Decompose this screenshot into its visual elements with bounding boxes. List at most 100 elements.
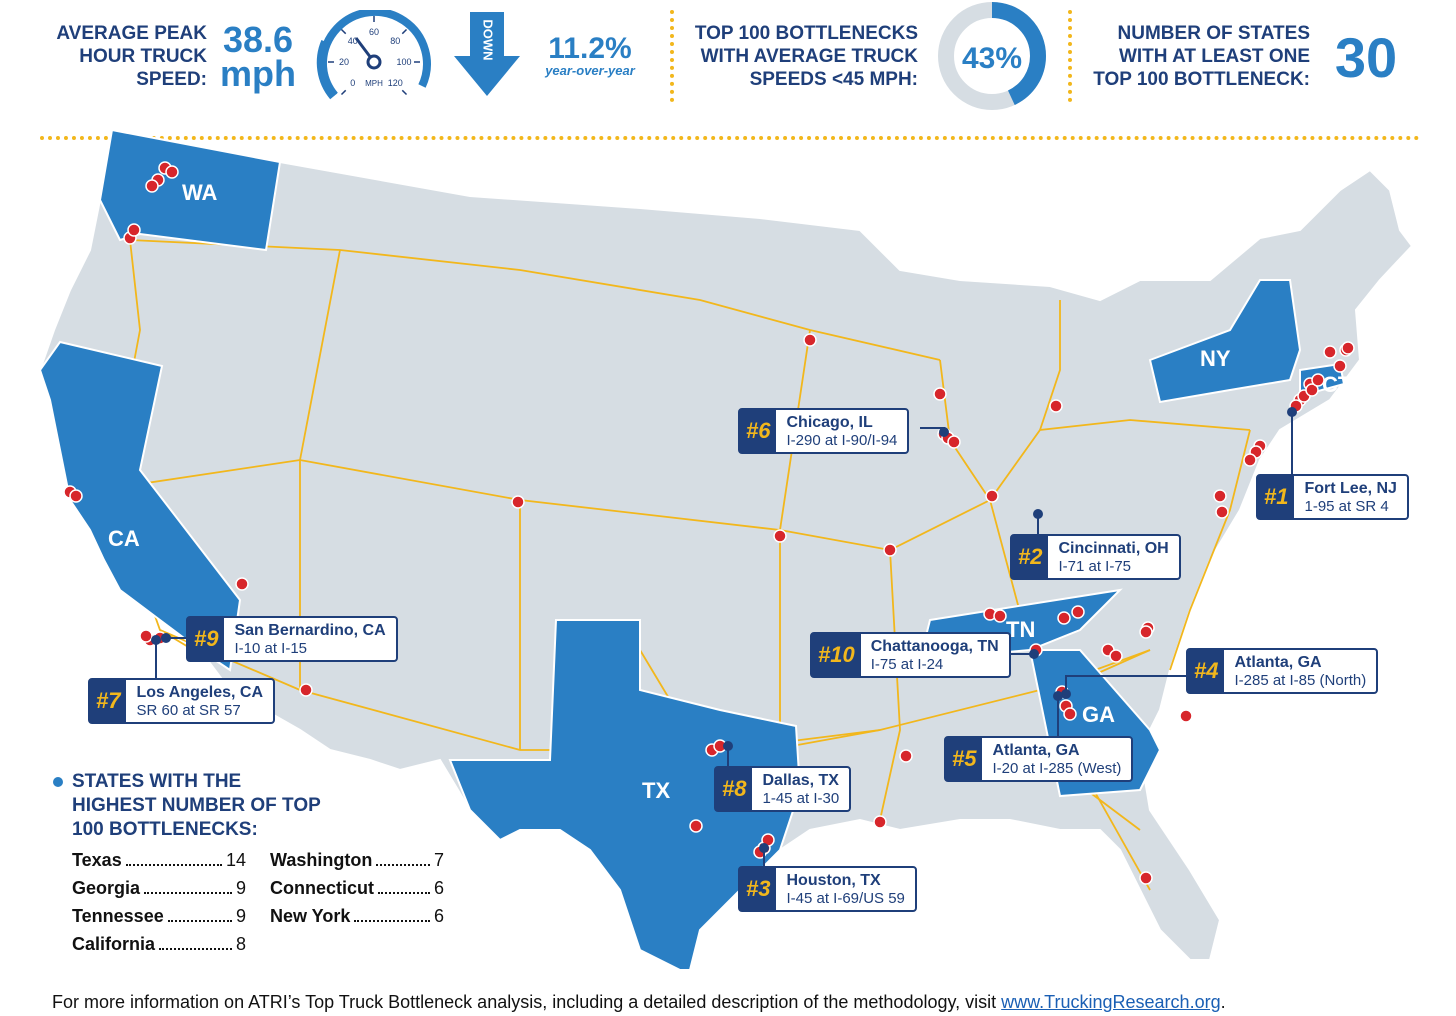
callout-city: Cincinnati, OH bbox=[1058, 540, 1169, 557]
speed-unit: mph bbox=[220, 53, 296, 94]
legend-row-texas: Texas 14 bbox=[72, 850, 246, 871]
legend-bullet-icon bbox=[53, 777, 63, 787]
gauge-tick bbox=[401, 28, 408, 35]
callout-road: I-45 at I-69/US 59 bbox=[786, 890, 905, 907]
bottleneck-dot bbox=[1305, 383, 1319, 397]
legend-count: 6 bbox=[433, 906, 444, 926]
state-ny bbox=[1148, 279, 1302, 404]
state-label-tn: TN bbox=[1006, 617, 1036, 642]
callout-road: I-20 at I-285 (West) bbox=[992, 760, 1122, 777]
legend-state: Tennessee bbox=[72, 906, 164, 926]
bottleneck-dot bbox=[165, 165, 179, 179]
callout-2: #2 Cincinnati, OH I-71 at I-75 bbox=[1010, 534, 1181, 580]
bottleneck-dot bbox=[235, 577, 249, 591]
callout-city: Atlanta, GA bbox=[1234, 654, 1322, 671]
bottleneck-dot bbox=[69, 489, 83, 503]
bottleneck-dot bbox=[773, 529, 787, 543]
callout-road: I-290 at I-90/I-94 bbox=[786, 432, 898, 449]
callout-city: San Bernardino, CA bbox=[234, 622, 386, 639]
callout-5: #5 Atlanta, GA I-20 at I-285 (West) bbox=[944, 736, 1134, 782]
callout-7: #7 Los Angeles, CA SR 60 at SR 57 bbox=[88, 678, 276, 724]
gauge-tick-label: 0 bbox=[350, 78, 355, 88]
bottleneck-dot bbox=[761, 833, 775, 847]
callout-road: 1-45 at I-30 bbox=[762, 790, 840, 807]
gauge-tick-label: 80 bbox=[390, 36, 400, 46]
speed-label: AVERAGE PEAK HOUR TRUCK SPEED: bbox=[56, 23, 207, 90]
speed-value: 38.6 bbox=[222, 19, 294, 60]
bottleneck-dot bbox=[899, 749, 913, 763]
bottleneck-dot bbox=[1289, 399, 1303, 413]
gauge-tick-label: 40 bbox=[348, 36, 358, 46]
states-value: 30 bbox=[1334, 26, 1398, 89]
down-arrow-icon: DOWN bbox=[454, 12, 520, 96]
callout-3: #3 Houston, TX I-45 at I-69/US 59 bbox=[738, 866, 917, 912]
bottleneck-dot bbox=[1057, 611, 1071, 625]
legend-count: 9 bbox=[235, 878, 246, 898]
legend-row-connecticut: Connecticut 6 bbox=[270, 878, 444, 899]
gauge-hub bbox=[366, 54, 382, 70]
bottleneck-dot bbox=[1049, 399, 1063, 413]
callout-road: I-71 at I-75 bbox=[1058, 558, 1132, 575]
callout-rank: #4 bbox=[1188, 650, 1225, 692]
footer-link[interactable]: www.TruckingResearch.org bbox=[1001, 992, 1221, 1012]
bottleneck-dot bbox=[1333, 359, 1347, 373]
callout-rank: #2 bbox=[1012, 536, 1049, 578]
gauge-tick bbox=[340, 89, 347, 96]
legend-title: STATES WITH THE HIGHEST NUMBER OF TOP 10… bbox=[72, 771, 321, 840]
bottleneck-dot bbox=[139, 629, 153, 643]
callout-4: #4 Atlanta, GA I-285 at I-85 (North) bbox=[1186, 648, 1379, 694]
legend-state: Georgia bbox=[72, 878, 141, 898]
legend-state: Connecticut bbox=[270, 878, 375, 898]
callout-city: Dallas, TX bbox=[762, 772, 839, 789]
legend-count: 6 bbox=[433, 878, 444, 898]
bottleneck-dot bbox=[1243, 453, 1257, 467]
speedometer-icon: 0 20 40 60 80 100 120 MPH bbox=[316, 10, 431, 100]
callout-city: Los Angeles, CA bbox=[136, 684, 264, 701]
legend-count: 7 bbox=[433, 850, 444, 870]
callout-6: #6 Chicago, IL I-290 at I-90/I-94 bbox=[738, 408, 910, 454]
state-ca bbox=[38, 340, 242, 672]
states-label: NUMBER OF STATES WITH AT LEAST ONE TOP 1… bbox=[1093, 23, 1310, 90]
bottleneck-dot bbox=[145, 179, 159, 193]
callout-rank: #10 bbox=[812, 634, 861, 676]
state-label-ga: GA bbox=[1082, 702, 1115, 727]
legend-state: Texas bbox=[72, 850, 122, 870]
bottleneck-dot bbox=[1109, 649, 1123, 663]
legend-state: Washington bbox=[270, 850, 373, 870]
bottleneck-label: TOP 100 BOTTLENECKS WITH AVERAGE TRUCK S… bbox=[694, 23, 918, 90]
legend-row-washington: Washington 7 bbox=[270, 850, 444, 871]
bottleneck-dot bbox=[299, 683, 313, 697]
legend-state: California bbox=[72, 934, 156, 954]
change-label: year-over-year bbox=[545, 63, 635, 78]
percent-ring: 43% bbox=[938, 2, 1046, 110]
bottleneck-dot bbox=[1341, 341, 1355, 355]
callout-city: Atlanta, GA bbox=[992, 742, 1080, 759]
legend-row-new-york: New York 6 bbox=[270, 906, 444, 927]
callout-road: 1-95 at SR 4 bbox=[1304, 498, 1389, 515]
state-label-ny: NY bbox=[1200, 346, 1231, 371]
bottleneck-dot bbox=[713, 739, 727, 753]
bottleneck-dot bbox=[1055, 685, 1069, 699]
bottleneck-dot bbox=[1311, 373, 1325, 387]
callout-city: Chicago, IL bbox=[786, 414, 873, 431]
footer-note: For more information on ATRI’s Top Truck… bbox=[52, 992, 1226, 1013]
gauge-tick-label: 120 bbox=[388, 78, 403, 88]
bottleneck-dot bbox=[1071, 605, 1085, 619]
bottleneck-dot bbox=[753, 845, 767, 859]
callout-road: I-75 at I-24 bbox=[870, 656, 944, 673]
callout-9: #9 San Bernardino, CA I-10 at I-15 bbox=[186, 616, 398, 662]
state-label-wa: WA bbox=[182, 180, 218, 205]
bottleneck-dot bbox=[947, 435, 961, 449]
gauge-tick bbox=[401, 89, 408, 96]
change-value: 11.2% bbox=[548, 32, 632, 65]
callout-rank: #9 bbox=[188, 618, 225, 660]
bottleneck-dot bbox=[1063, 707, 1077, 721]
footer-end: . bbox=[1220, 992, 1226, 1012]
callout-road: SR 60 at SR 57 bbox=[136, 702, 241, 719]
header-divider bbox=[40, 136, 1420, 140]
legend-count: 8 bbox=[235, 934, 246, 954]
bottleneck-dot bbox=[803, 333, 817, 347]
callout-city: Chattanooga, TN bbox=[870, 638, 999, 655]
callout-road: I-285 at I-85 (North) bbox=[1234, 672, 1367, 689]
callout-1: #1 Fort Lee, NJ 1-95 at SR 4 bbox=[1256, 474, 1409, 520]
